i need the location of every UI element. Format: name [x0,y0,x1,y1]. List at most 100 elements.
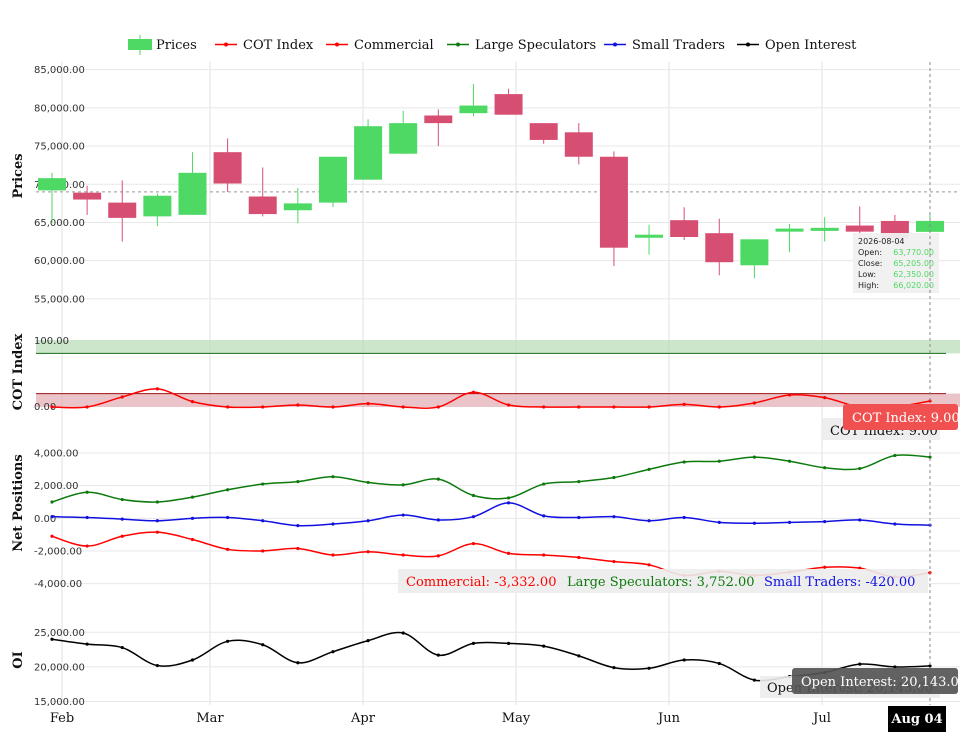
price-candle[interactable] [424,109,453,147]
cot-index-point [577,405,581,409]
price-candle[interactable] [494,88,523,115]
legend-item-prices[interactable]: Prices [128,35,197,55]
commercial-series-point [50,534,54,538]
open-interest-point [647,666,651,670]
large-series-point [858,466,862,471]
ohlc-tooltip-label: High: [858,281,879,290]
price-candle[interactable] [73,185,102,215]
price-candle[interactable] [354,119,383,180]
small-series-point [858,518,862,522]
small-series-line [51,502,931,527]
price-candle[interactable] [529,123,558,144]
price-candle[interactable] [670,207,699,241]
open-interest-point [577,654,581,658]
price-candle[interactable] [599,151,628,267]
price-candle[interactable] [635,224,664,255]
ohlc-tooltip-value: 66,020.00 [893,281,934,290]
open-interest-point [717,661,721,666]
legend-item-open-interest[interactable]: Open Interest [737,38,857,53]
price-candle[interactable] [38,172,66,223]
legend-swatch-dot [613,42,617,47]
x-active-label-text: Aug 04 [890,712,942,727]
net-readout-commercial: Commercial: -3,332.00 [406,575,556,590]
price-candle[interactable] [740,239,769,279]
small-series-point [717,520,721,524]
large-series-point [120,497,124,502]
legend-swatch-dot [224,42,228,47]
x-active-label-bg [888,706,946,732]
price-candle[interactable] [810,217,839,242]
candle-body [389,123,418,154]
price-candle[interactable] [459,84,488,117]
open-interest-point [682,658,686,662]
candle-body [354,126,383,180]
prices-ytick-label: 80,000.00 [34,103,85,114]
legend-item-cot-index[interactable]: COT Index [215,38,314,53]
price-candle[interactable] [283,188,312,224]
large-series-point [577,480,581,484]
price-candle[interactable] [564,123,593,165]
small-series-point [893,522,897,526]
large-series-point [893,453,897,458]
commercial-series-point [401,553,405,557]
net-ytick-label: 4,000.00 [34,449,79,460]
cot-index-point [823,396,827,400]
open-interest-point [120,645,124,650]
oi-panel-title: OI [11,651,26,668]
large-series-point [261,482,265,486]
large-series-point [752,455,757,459]
commercial-series-point [471,542,476,546]
prices-panel: 85,000.0080,000.0075,000.0070,000.0065,0… [11,65,960,305]
price-candle[interactable] [389,110,418,154]
small-series-point [471,515,476,519]
cot-ytick-label: 100.00 [34,336,69,347]
open-interest-point [858,662,862,666]
legend-swatch-dot [456,42,460,47]
commercial-series-point [366,550,370,554]
open-interest-point [155,663,159,668]
large-series-point [928,455,932,459]
candle-body [810,227,839,231]
cot-index-point [436,405,440,409]
cot-index-point [331,405,335,409]
small-series-point [823,519,827,524]
cot-index-point [471,390,476,394]
legend-label-commercial: Commercial [354,38,434,53]
cot-index-panel: 100.00 0.00 COT Index [11,333,960,413]
commercial-series-point [542,553,546,557]
legend-label-cot-index: COT Index [243,38,314,53]
price-candle[interactable] [178,152,207,215]
open-interest-point [471,641,476,645]
ohlc-tooltip-date: 2026-08-04 [858,237,905,246]
price-candle[interactable] [775,224,804,253]
price-candle[interactable] [318,156,347,208]
legend-item-small-traders[interactable]: Small Traders [604,38,725,53]
legend-swatch-dot [746,42,750,47]
large-series-point [506,496,511,500]
price-candle[interactable] [143,193,172,227]
price-candle[interactable] [108,180,137,242]
large-series-point [612,475,616,480]
small-series-point [190,516,195,520]
ohlc-tooltip-bg [853,233,939,293]
cot-index-point [506,403,511,407]
commercial-series-point [331,553,335,557]
price-candle[interactable] [248,167,277,217]
legend-item-commercial[interactable]: Commercial [326,38,434,53]
open-interest-point [85,642,89,646]
small-series-point [296,524,300,528]
legend-item-large-speculators[interactable]: Large Speculators [447,38,596,53]
large-series-point [331,475,335,479]
price-candle[interactable] [213,138,242,192]
commercial-series-point [647,563,651,567]
commercial-series-point [506,551,511,555]
prices-panel-title: Prices [11,153,26,198]
candle-body [494,94,523,115]
large-series-point [296,480,300,484]
grid-lines [61,62,823,705]
price-candle[interactable] [705,218,734,276]
commercial-series-point [120,534,124,538]
cot-index-point [787,393,792,397]
